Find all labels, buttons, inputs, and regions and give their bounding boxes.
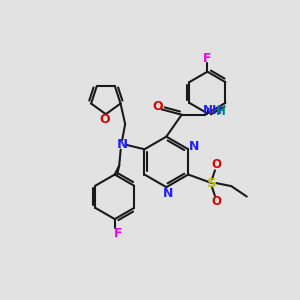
Text: H: H <box>216 105 226 118</box>
Text: O: O <box>212 195 221 208</box>
Text: O: O <box>212 158 221 171</box>
Text: O: O <box>99 113 110 126</box>
Text: N: N <box>188 140 199 153</box>
Text: N: N <box>117 138 128 151</box>
Text: S: S <box>207 177 217 190</box>
Text: N: N <box>163 187 173 200</box>
Text: NH: NH <box>203 104 223 117</box>
Text: F: F <box>113 227 122 240</box>
Text: O: O <box>153 100 163 113</box>
Text: F: F <box>203 52 212 65</box>
